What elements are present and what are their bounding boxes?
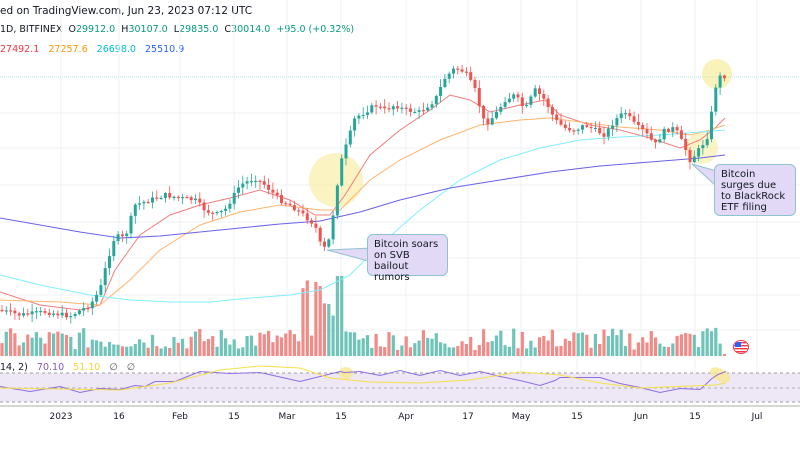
rsi-legend: 14, 2) 70.10 51.10 ∅ ∅ (0, 362, 141, 373)
change-value: +95.0 (+0.32%) (276, 24, 355, 35)
ohlc-legend: 1D, BITFINEX O29912.0 H30107.0 L29835.0 … (0, 24, 354, 35)
rsi-highlight-svb (339, 367, 353, 379)
annotation-etf: Bitcoin surges due to BlackRock ETF fili… (714, 164, 796, 216)
annotation-pointer-svb (326, 247, 373, 263)
x-tick-label: 2023 (49, 412, 73, 422)
rsi-lines (0, 365, 727, 394)
x-tick-label: Apr (398, 412, 414, 422)
ma-value-4: 25510.9 (144, 44, 185, 55)
x-tick-label: Jul (751, 412, 763, 422)
annotation-svb: Bitcoin soars on SVB bailout rumors (367, 234, 448, 283)
low-value: 29835.0 (179, 24, 219, 35)
ma-value-2: 27257.6 (48, 44, 88, 55)
x-tick-label: May (511, 412, 531, 422)
x-tick-label: 15 (228, 412, 240, 422)
ma-legend: 27492.1 27257.6 26698.0 25510.9 (0, 44, 190, 55)
rsi-na-2: ∅ (126, 362, 135, 373)
candlesticks (0, 65, 726, 324)
highlight-peak (702, 59, 732, 89)
open-label: O (68, 24, 76, 35)
volume-bars (0, 276, 726, 356)
x-tick-label: 15 (689, 412, 701, 422)
close-value: 30014.0 (231, 24, 271, 35)
low-label: L (173, 24, 180, 35)
symbol-info: 1D, BITFINEX (0, 24, 63, 35)
x-tick-label: Mar (278, 412, 296, 422)
close-label: C (224, 24, 232, 35)
open-value: 29912.0 (75, 24, 116, 35)
published-banner: ed on TradingView.com, Jun 23, 2023 07:1… (0, 5, 253, 17)
x-tick-label: 15 (335, 412, 347, 422)
us-flag-icon[interactable] (733, 340, 749, 354)
rsi-na-1: ∅ (109, 362, 118, 373)
x-tick-label: 16 (113, 412, 125, 422)
x-tick-label: 17 (462, 412, 474, 422)
rsi-value: 70.10 (36, 362, 65, 373)
ma-value-3: 26698.0 (96, 44, 136, 55)
ma-value-1: 27492.1 (0, 44, 40, 55)
rsi-ma-value: 51.10 (73, 362, 101, 373)
moving-averages (0, 94, 726, 311)
x-tick-label: Jun (633, 412, 649, 422)
x-tick-label: 15 (571, 412, 583, 422)
highlight-svb (309, 153, 363, 207)
rsi-params: 14, 2) (0, 362, 28, 373)
high-label: H (121, 24, 129, 35)
x-tick-label: Feb (172, 412, 188, 422)
rsi-highlight-etf (710, 367, 730, 383)
high-value: 30107.0 (128, 24, 168, 35)
